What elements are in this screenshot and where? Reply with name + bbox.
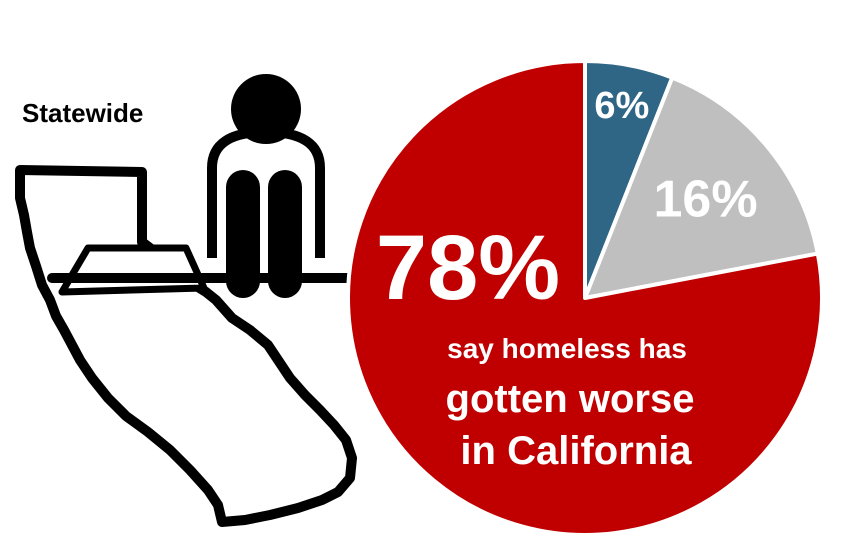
pie-label-78: 78% bbox=[376, 217, 560, 319]
annotation-line-1: say homeless has bbox=[447, 333, 687, 364]
pie-label-16: 16% bbox=[653, 170, 757, 228]
california-homeless-person-icon bbox=[15, 74, 357, 527]
person-left-leg-icon bbox=[226, 170, 260, 298]
cardboard-shelter-icon bbox=[58, 244, 208, 296]
california-outline-icon bbox=[15, 165, 357, 527]
annotation-line-2: gotten worse bbox=[446, 377, 695, 421]
region-label: Statewide bbox=[22, 98, 143, 128]
pie-label-6: 6% bbox=[594, 85, 649, 127]
pie-slice-16 bbox=[583, 75, 820, 300]
person-head-icon bbox=[231, 74, 301, 144]
person-right-leg-icon bbox=[268, 170, 302, 298]
pie-slice-78 bbox=[346, 59, 824, 536]
pie-chart: 6% 16% 78% bbox=[346, 59, 824, 536]
person-body-icon bbox=[207, 126, 325, 258]
annotation-line-3: in California bbox=[460, 429, 692, 473]
